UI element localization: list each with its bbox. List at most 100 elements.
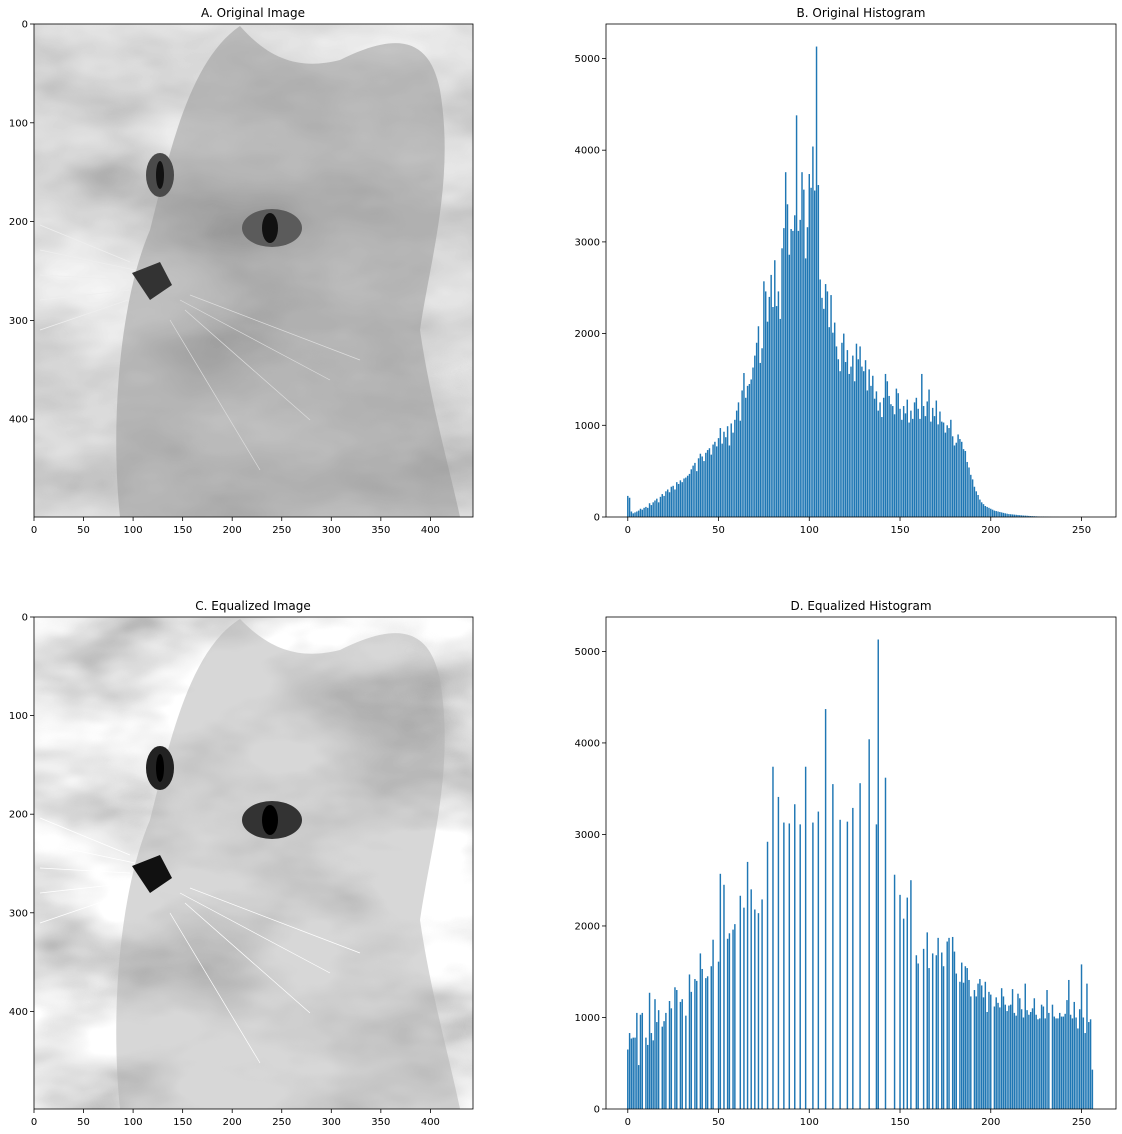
histogram-bar [1044,1018,1046,1109]
histogram-bar [770,274,772,517]
histogram-bar [897,393,899,517]
histogram-bar [746,861,749,1109]
histogram-bar [833,322,836,517]
y-tick-label: 0 [594,513,600,524]
x-tick-label: 100 [800,525,819,536]
histogram-bar [950,419,952,517]
histogram-bar [637,510,640,517]
histogram-bar [944,432,947,517]
histogram-bar [705,452,707,517]
histogram-bar [1006,513,1008,517]
histogram-bar [652,1040,654,1109]
histogram-bar [1006,1011,1008,1109]
histogram-bar [901,419,903,517]
histogram-bar [799,824,801,1109]
histogram-bar [942,966,945,1109]
histogram-bar [962,982,965,1109]
histogram-bar [652,502,654,517]
y-tick-label: 200 [9,217,28,228]
histogram-bar [922,406,925,517]
x-tick-label: 0 [625,525,631,536]
histogram-bar [859,346,861,517]
histogram-bar [893,414,896,517]
histogram-bar [692,465,694,517]
histogram-bar [824,709,827,1109]
x-tick-label: 250 [1072,1117,1091,1128]
panel-title: D. Equalized Histogram [790,599,931,613]
histogram-bar [993,510,996,517]
histogram-bar [715,446,718,517]
x-tick-label: 100 [124,1117,143,1128]
histogram-bar [935,955,938,1109]
histogram-bar [1077,1028,1079,1109]
histogram-bar [1075,1017,1077,1109]
histogram-bar [636,511,638,517]
histogram-bar [648,992,651,1109]
histogram-bar [737,402,740,517]
histogram-bar [926,932,928,1109]
histogram-bar [1017,993,1019,1109]
histogram-bar [696,471,698,517]
histogram-bar [1040,1004,1043,1109]
histogram-bar [632,513,634,517]
histogram-bar [641,509,644,517]
histogram-bar [804,766,807,1109]
y-tick-label: 1000 [575,421,600,432]
axes-frame [605,23,1117,518]
histogram-bar [754,355,756,517]
histogram-bar [991,509,994,517]
histogram-bar [790,229,792,517]
histogram-bar [1024,515,1026,517]
histogram-bar [830,295,832,517]
histogram-bar [639,508,642,517]
histogram-bar [656,1022,658,1109]
y-tick-label: 100 [9,118,28,129]
histogram-bar [1011,989,1014,1109]
histogram-bar [886,381,889,517]
x-tick-label: 250 [272,525,291,536]
histogram-bar [928,968,930,1109]
histogram-bar [761,348,763,517]
histogram-bar [701,968,703,1109]
y-tick-label: 5000 [575,54,600,65]
histogram-bar [703,461,705,517]
panel-original-image: A. Original Image 0 50 100 150 200 250 300 350 4… [9,6,474,536]
histogram-bar [888,395,890,517]
axes-frame [605,616,1117,1110]
histogram-bar [959,439,961,517]
histogram-bar [819,279,821,517]
histogram-bar [801,172,803,517]
histogram-bar [986,506,988,517]
histogram-bar [857,359,860,517]
y-tick-label: 0 [594,1105,600,1116]
histogram-bar [663,1021,665,1109]
histogram-bar [982,997,985,1109]
histogram-bar [1031,516,1034,517]
x-tick-label: 200 [223,1117,242,1128]
histogram-bar [808,174,810,517]
histogram-bar [634,512,636,517]
histogram-bar [953,445,956,517]
histogram-bar [794,215,796,518]
histogram-bar [997,511,999,517]
histogram-bar [1024,983,1026,1109]
histogram-bar [1020,515,1023,517]
histogram-bar [997,1002,999,1109]
histogram-bar [979,979,981,1109]
x-tick-label: 150 [173,525,192,536]
histogram-bar [774,260,776,517]
bars-group [627,46,1059,518]
histogram-bar [1051,1004,1054,1109]
histogram-bar [752,367,754,517]
histogram-bar [881,417,883,517]
histogram-bar [843,333,845,517]
panel-equalized-image: C. Equalized Image 0 50 100 150 200 250 300 350… [9,599,474,1128]
y-tick-label: 200 [9,810,28,821]
panel-title: C. Equalized Image [195,599,311,613]
histogram-bar [710,966,712,1109]
histogram-bar [893,874,896,1109]
histogram-bar [1057,1018,1059,1109]
histogram-bar [723,884,725,1109]
histogram-bar [968,467,970,517]
